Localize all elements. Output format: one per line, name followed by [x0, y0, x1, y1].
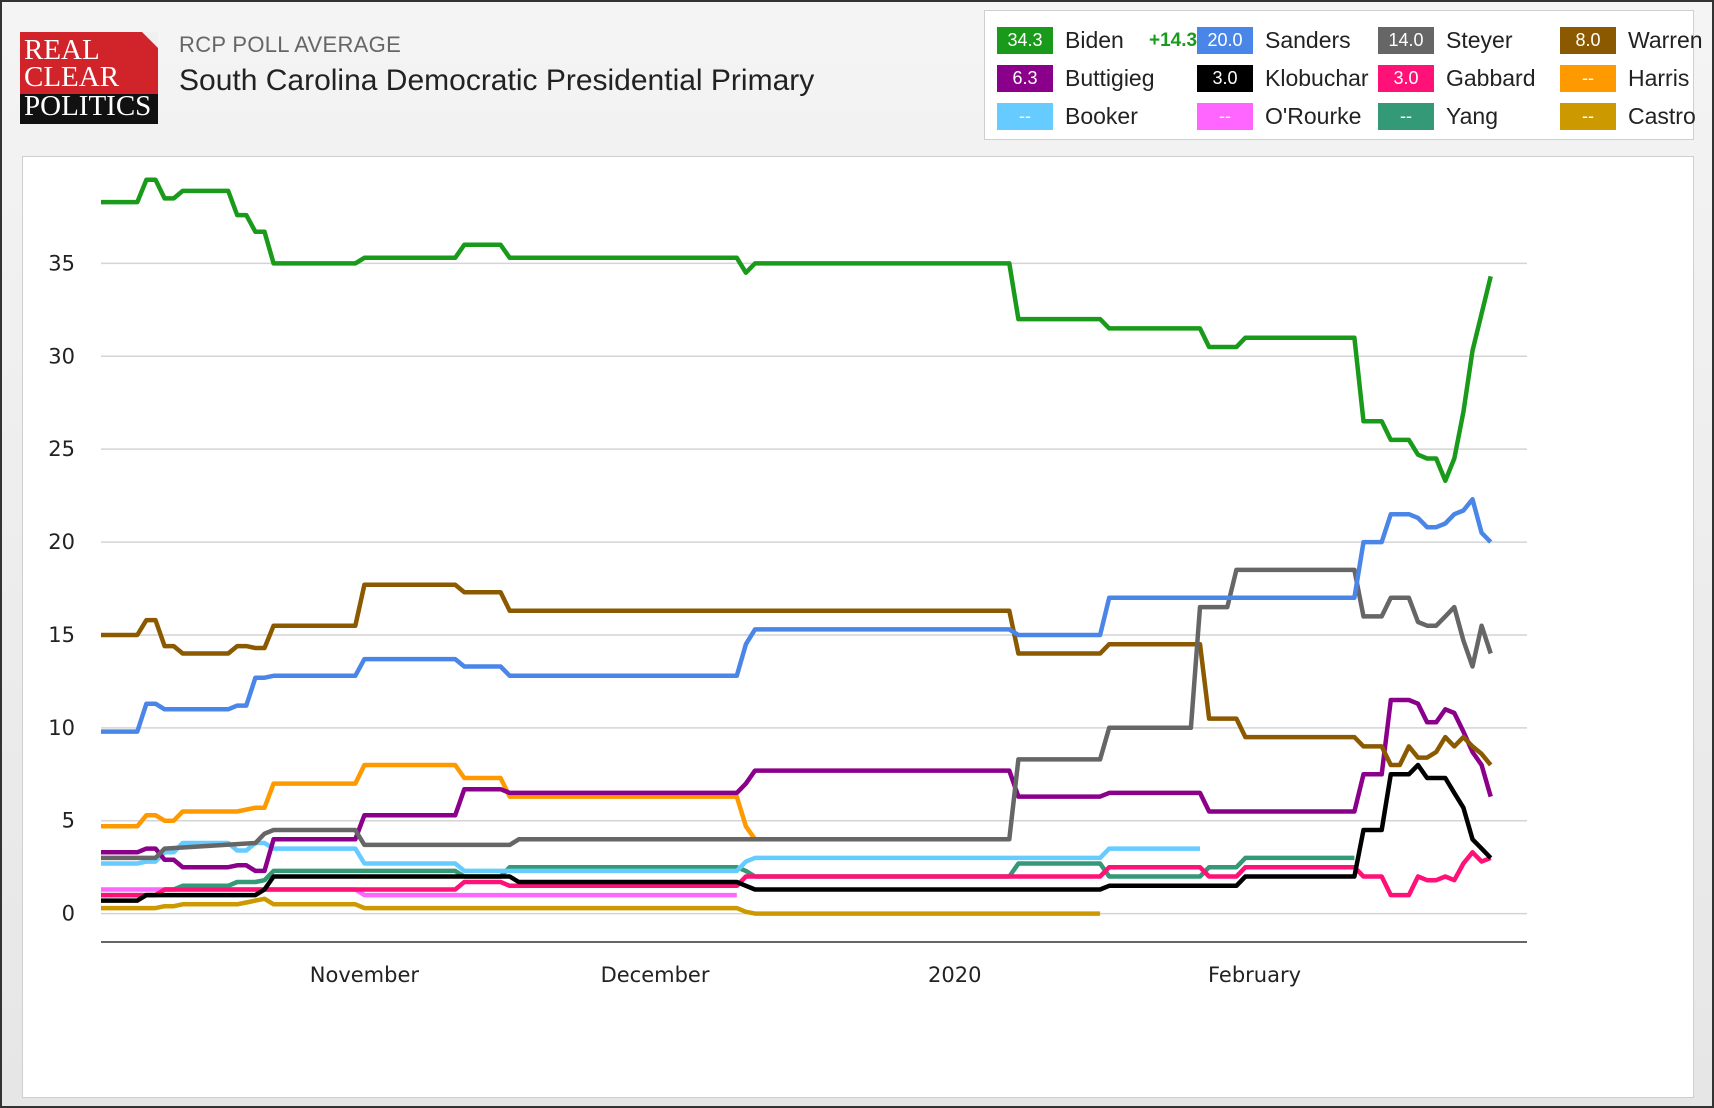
logo-line-1: REAL	[24, 34, 100, 66]
x-tick-label: February	[1208, 963, 1301, 987]
legend-value-badge: 14.0	[1378, 27, 1434, 54]
y-tick-label: 5	[62, 809, 75, 833]
legend-value-badge: 3.0	[1378, 65, 1434, 92]
series-line-booker	[101, 840, 1200, 874]
series-line-steyer	[101, 567, 1493, 861]
chart-title: South Carolina Democratic Presidential P…	[179, 64, 815, 97]
legend-candidate-name: O'Rourke	[1265, 103, 1362, 129]
legend-value-badge: --	[1378, 103, 1434, 130]
logo-fold	[142, 32, 158, 48]
series-line-harris	[101, 762, 1010, 842]
series-line-klobuchar	[101, 762, 1493, 903]
series-line-warren	[101, 582, 1493, 768]
legend-candidate-name: Buttigieg	[1065, 65, 1155, 91]
logo-line-3: POLITICS	[24, 90, 152, 122]
legend-value-badge: 3.0	[1197, 65, 1253, 92]
legend: 34.3 Biden +14.3 20.0 Sanders 14.0 Steyer 8.0 Wa…	[984, 10, 1703, 140]
y-tick-label: 0	[62, 902, 75, 926]
legend-candidate-name: Biden	[1065, 27, 1124, 53]
series-line-biden	[101, 177, 1493, 484]
x-tick-label: November	[310, 963, 420, 987]
series-line-gabbard	[101, 850, 1492, 898]
legend-value-badge: --	[1197, 103, 1253, 130]
line-chart: 0 5 10 15 20 25 30 35 November December 2020 Februa…	[48, 177, 1527, 987]
logo-line-2: CLEAR	[24, 61, 120, 93]
legend-value-badge: 6.3	[997, 65, 1053, 92]
legend-candidate-name: Sanders	[1265, 27, 1351, 53]
legend-value-badge: --	[1560, 65, 1616, 92]
y-tick-label: 30	[48, 344, 75, 368]
x-tick-label: 2020	[928, 963, 981, 987]
legend-value-badge: --	[997, 103, 1053, 130]
chart-subtitle: RCP POLL AVERAGE	[179, 32, 402, 57]
legend-spread: +14.3	[1149, 30, 1198, 51]
legend-value-badge: 8.0	[1560, 27, 1616, 54]
logo-red-block	[20, 32, 158, 94]
legend-candidate-name: Castro	[1628, 103, 1696, 129]
y-tick-label: 10	[48, 716, 75, 740]
chart-area: 0 5 10 15 20 25 30 35 November December 2020 Februa…	[22, 156, 1694, 1098]
legend-candidate-name: Gabbard	[1446, 65, 1536, 91]
legend-candidate-name: Klobuchar	[1265, 65, 1369, 91]
y-tick-label: 35	[48, 251, 75, 275]
legend-candidate-name: Booker	[1065, 103, 1138, 129]
legend-candidate-name: Harris	[1628, 65, 1690, 91]
series-line-castro	[101, 896, 1101, 916]
y-tick-label: 15	[48, 623, 75, 647]
series-line-sanders	[101, 497, 1493, 734]
legend-candidate-name: Yang	[1446, 103, 1499, 129]
legend-value-badge: 20.0	[1197, 27, 1253, 54]
legend-candidate-name: Warren	[1628, 27, 1703, 53]
y-tick-label: 20	[48, 530, 75, 554]
legend-candidate-name: Steyer	[1446, 27, 1513, 53]
legend-value-badge: --	[1560, 103, 1616, 130]
y-tick-label: 25	[48, 437, 75, 461]
legend-value-badge: 34.3	[997, 27, 1053, 54]
series-line-buttigieg	[101, 697, 1493, 874]
x-tick-label: December	[601, 963, 710, 987]
logo-black-block	[20, 94, 158, 124]
rcp-logo[interactable]: REAL CLEAR POLITICS	[20, 32, 158, 124]
